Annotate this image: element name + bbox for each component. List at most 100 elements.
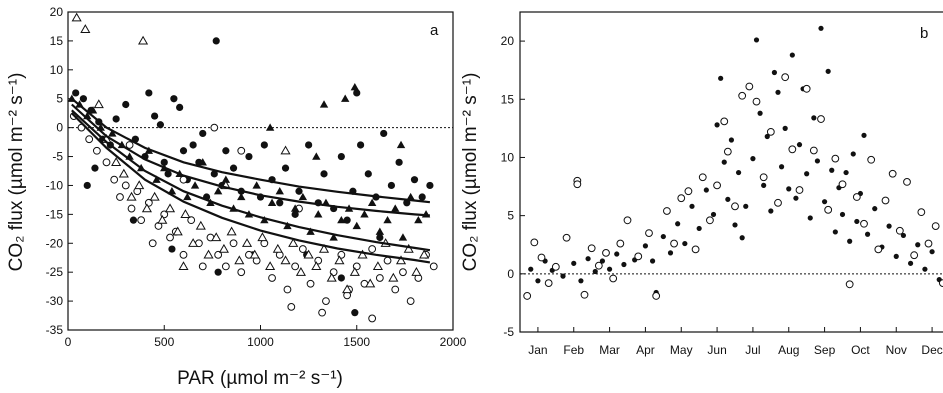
panel-a-point-filled-triangle — [167, 187, 177, 195]
panel-b-x-tick-label: Mar — [599, 343, 620, 357]
panel-b-point-filled-dot — [743, 203, 749, 209]
panel-a-point-open-circle — [102, 158, 111, 167]
panel-b-point-open-circle — [523, 292, 532, 300]
panel-a-point-open-circle — [287, 302, 296, 311]
panel-b-y-tick-label: 0 — [507, 267, 514, 281]
panel-a-point-filled-triangle — [360, 210, 369, 218]
panel-a-point-open-circle — [368, 314, 377, 323]
panel-b-point-open-circle — [738, 91, 747, 100]
panel-a-point-filled-triangle — [350, 82, 360, 91]
panel-a-point-open-triangle — [118, 168, 129, 178]
panel-b-point-open-circle — [802, 84, 811, 93]
panel-a-y-tick-label: 0 — [56, 121, 63, 135]
panel-a-point-open-circle — [391, 285, 400, 294]
panel-b-point-filled-dot — [811, 115, 817, 121]
panel-a-point-filled-triangle — [221, 175, 231, 183]
panel-b-point-open-circle — [759, 173, 768, 182]
panel-a-point-open-triangle — [164, 203, 176, 213]
panel-b-point-filled-dot — [929, 249, 935, 255]
panel-a-point-filled-circle — [260, 141, 268, 149]
panel-b-point-filled-dot — [667, 250, 674, 256]
panel-a-point-open-circle — [237, 146, 246, 155]
panel-a-point-filled-circle — [291, 210, 299, 218]
panel-a-x-tick-label: 0 — [65, 335, 72, 349]
panel-a-point-open-circle — [406, 297, 415, 305]
panel-b-point-open-circle — [720, 117, 729, 126]
panel-a-point-open-circle — [368, 245, 377, 253]
panel-b-point-filled-dot — [789, 52, 795, 58]
panel-b-point-filled-dot — [757, 110, 763, 116]
panel-a-point-open-circle — [198, 262, 207, 271]
panel-a-y-tick-label: 15 — [50, 34, 64, 48]
panel-b-x-tick-label: Jan — [528, 343, 547, 357]
panel-a-point-filled-triangle — [306, 227, 315, 235]
panel-a-point-filled-triangle — [290, 204, 300, 212]
panel-b-point-filled-dot — [571, 260, 577, 266]
panel-a-point-open-circle — [291, 262, 300, 271]
panel-a-point-filled-circle — [160, 158, 168, 166]
panel-b-point-open-circle — [788, 145, 797, 154]
panel-a-point-filled-triangle — [312, 152, 321, 160]
panel-b-point-filled-dot — [718, 75, 724, 81]
panel-b-point-filled-dot — [592, 268, 598, 275]
panel-b-point-filled-dot — [804, 171, 810, 177]
panel-b-letter: b — [920, 25, 928, 42]
panel-b-point-open-circle — [874, 245, 883, 254]
panel-b-point-open-circle — [537, 253, 546, 262]
panel-a-point-open-triangle — [303, 249, 314, 259]
panel-a-point-filled-triangle — [252, 181, 261, 189]
panel-b-point-filled-dot — [821, 199, 828, 205]
panel-b-point-filled-dot — [728, 137, 735, 143]
panel-a-point-open-triangle — [218, 243, 229, 253]
panel-b-x-tick-label: May — [670, 343, 693, 357]
panel-a-point-open-triangle — [403, 243, 414, 253]
panel-a-point-filled-circle — [199, 129, 207, 138]
panel-a-point-filled-circle — [376, 233, 384, 242]
panel-a-point-filled-circle — [337, 152, 345, 161]
panel-b-point-filled-dot — [850, 151, 856, 157]
panel-a-point-filled-triangle — [190, 181, 200, 189]
panel-a-point-open-triangle — [80, 24, 91, 33]
panel-b-point-filled-dot — [786, 186, 792, 192]
panel-a-point-open-triangle — [372, 261, 383, 271]
panel-a-point-open-circle — [306, 279, 315, 288]
panel-a-point-open-triangle — [157, 214, 168, 224]
panel-a-point-filled-triangle — [319, 100, 329, 108]
panel-b-point-filled-dot — [735, 169, 742, 176]
panel-b-y-tick-label: -5 — [503, 325, 514, 339]
panel-b-point-open-circle — [602, 248, 610, 257]
panel-b-point-filled-dot — [721, 159, 727, 165]
panel-b-point-filled-dot — [854, 218, 860, 225]
panel-b-point-open-circle — [824, 205, 833, 214]
panel-b-point-filled-dot — [703, 187, 709, 193]
panel-a-point-open-triangle — [211, 232, 222, 242]
panel-a-point-open-triangle — [288, 238, 299, 247]
panel-a-y-tick-label: -15 — [46, 207, 64, 221]
panel-a-point-filled-triangle — [260, 215, 269, 224]
panel-a-point-filled-circle — [351, 309, 359, 317]
panel-b-data-layer — [520, 25, 943, 300]
panel-a-point-open-triangle — [241, 238, 253, 247]
panel-b-point-open-circle — [544, 279, 553, 288]
panel-b-point-open-circle — [594, 261, 603, 270]
panel-b-point-filled-dot — [825, 68, 831, 74]
panel-a-x-axis-title: PAR (µmol m⁻² s⁻¹) — [177, 368, 343, 389]
panel-b-point-filled-dot — [560, 273, 566, 279]
panel-a-point-filled-circle — [189, 141, 197, 149]
panel-b-point-open-circle — [888, 169, 897, 178]
panel-a-point-open-triangle — [178, 261, 189, 271]
panel-a-point-filled-triangle — [275, 187, 284, 195]
panel-a-point-open-circle — [214, 250, 223, 259]
panel-b-point-filled-dot — [818, 25, 824, 31]
panel-b-scatter-chart: Jan Feb Mar Apr May Jun Jul Aug Sep Oct Nov Dec -5 0 5… — [460, 11, 943, 357]
panel-a-point-filled-circle — [305, 141, 313, 149]
panel-b-point-open-circle — [766, 127, 775, 136]
panel-a-point-filled-circle — [387, 181, 395, 190]
panel-b-point-filled-dot — [847, 238, 853, 244]
panel-a-point-open-triangle — [203, 249, 214, 259]
panel-a-point-filled-circle — [210, 170, 218, 178]
panel-b-point-open-circle — [616, 239, 625, 248]
panel-b-point-open-circle — [623, 216, 632, 225]
panel-b-y-tick-label: 15 — [501, 92, 515, 106]
